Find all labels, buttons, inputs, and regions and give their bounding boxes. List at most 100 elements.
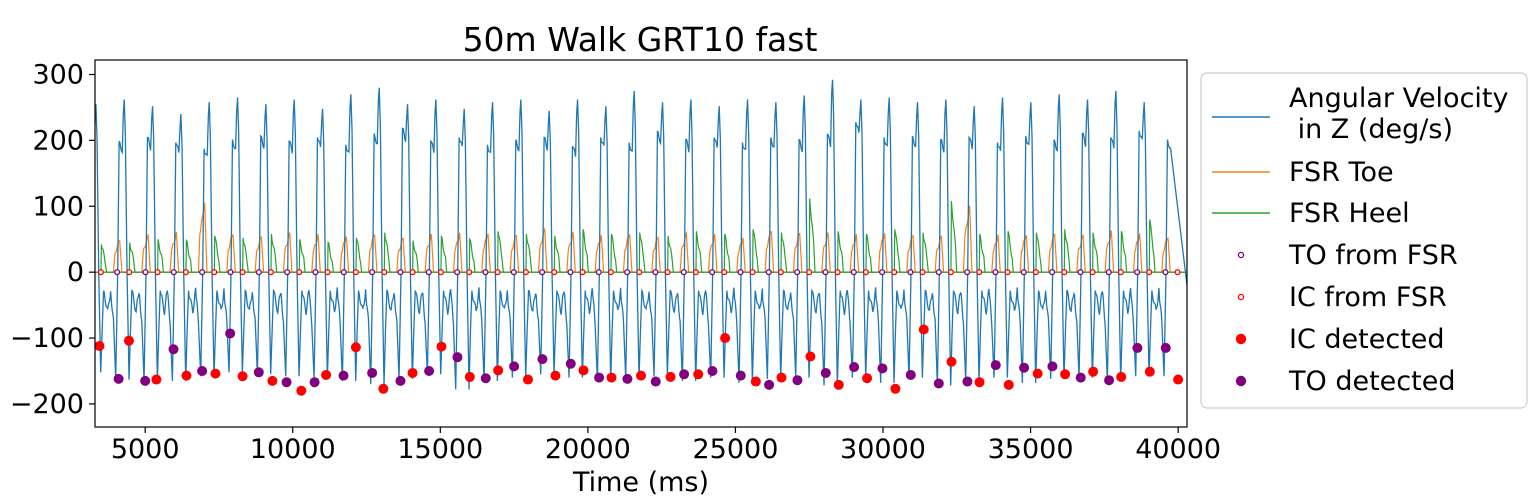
to-detected-point — [367, 367, 378, 378]
to-from-fsr-point — [822, 269, 829, 276]
y-tick-label: 0 — [67, 257, 84, 288]
to-detected-point — [679, 369, 690, 380]
ic-from-fsr-point — [494, 269, 501, 276]
ic-detected-point — [436, 341, 447, 352]
ic-from-fsr-point — [806, 269, 813, 276]
ic-detected-point — [1088, 366, 1099, 377]
x-tick-label: 10000 — [250, 434, 336, 465]
x-tick-label: 20000 — [545, 434, 631, 465]
legend-marker-to-detected — [1235, 375, 1247, 387]
ic-from-fsr-point — [97, 269, 104, 276]
ic-from-fsr-point — [749, 269, 756, 276]
chart-title: 50m Walk GRT10 fast — [463, 20, 818, 59]
to-detected-point — [395, 375, 406, 386]
to-detected-point — [1075, 372, 1086, 383]
ic-from-fsr-point — [947, 269, 954, 276]
ic-from-fsr-point — [579, 269, 586, 276]
ic-from-fsr-point — [1032, 269, 1039, 276]
to-from-fsr-point — [482, 269, 489, 276]
to-detected-point — [197, 365, 208, 376]
y-tick-label: 200 — [32, 125, 84, 156]
ic-detected-point — [296, 385, 307, 396]
ic-from-fsr-point — [466, 269, 473, 276]
y-tick-label: 300 — [32, 59, 84, 90]
to-detected-point — [1019, 362, 1030, 373]
to-from-fsr-point — [1077, 269, 1084, 276]
x-tick-label: 25000 — [692, 434, 778, 465]
to-detected-point — [735, 370, 746, 381]
to-from-fsr-point — [114, 269, 121, 276]
ic-from-fsr-point — [1174, 269, 1181, 276]
to-from-fsr-point — [737, 269, 744, 276]
ic-detected-point — [378, 383, 389, 394]
ic-from-fsr-point — [1004, 269, 1011, 276]
to-detected-point — [820, 367, 831, 378]
ic-detected-point — [974, 377, 985, 388]
ic-from-fsr-point — [1117, 269, 1124, 276]
to-detected-point — [140, 375, 151, 386]
to-detected-point — [565, 358, 576, 369]
to-detected-point — [1160, 342, 1171, 353]
legend-label-to-fsr: TO from FSR — [1288, 240, 1458, 271]
ic-detected-point — [776, 372, 787, 383]
ic-detected-point — [464, 371, 475, 382]
to-detected-point — [480, 373, 491, 384]
legend-label-angular-velocity: Angular Velocity — [1289, 83, 1509, 114]
ic-detected-point — [1003, 379, 1014, 390]
to-detected-point — [1132, 342, 1143, 353]
to-detected-point — [225, 328, 236, 339]
y-tick-label: −100 — [10, 323, 84, 354]
ic-from-fsr-point — [636, 269, 643, 276]
ic-detected-point — [493, 365, 504, 376]
to-from-fsr-point — [227, 269, 234, 276]
ic-detected-point — [350, 342, 361, 353]
ic-from-fsr-point — [267, 269, 274, 276]
ic-from-fsr-point — [211, 269, 218, 276]
ic-from-fsr-point — [182, 269, 189, 276]
ic-from-fsr-point — [919, 269, 926, 276]
to-from-fsr-point — [964, 269, 971, 276]
to-from-fsr-point — [879, 269, 886, 276]
ic-from-fsr-point — [777, 269, 784, 276]
legend-label-angular-velocity: in Z (deg/s) — [1289, 114, 1453, 145]
x-tick-label: 5000 — [111, 434, 180, 465]
ic-detected-point — [805, 351, 816, 362]
legend-label-fsr-toe: FSR Toe — [1289, 157, 1394, 188]
to-detected-point — [113, 373, 124, 384]
to-from-fsr-point — [255, 269, 262, 276]
ic-detected-point — [181, 370, 192, 381]
ic-detected-point — [606, 372, 617, 383]
ic-detected-point — [693, 369, 704, 380]
to-from-fsr-point — [567, 269, 574, 276]
y-tick-label: −200 — [10, 389, 84, 420]
to-from-fsr-point — [454, 269, 461, 276]
ic-detected-point — [720, 333, 731, 344]
to-from-fsr-point — [397, 269, 404, 276]
to-from-fsr-point — [794, 269, 801, 276]
to-from-fsr-point — [142, 269, 149, 276]
to-from-fsr-point — [199, 269, 206, 276]
to-from-fsr-point — [425, 269, 432, 276]
legend-frame — [1200, 72, 1528, 409]
to-from-fsr-point — [709, 269, 716, 276]
legend-marker-ic-detected — [1235, 333, 1247, 345]
ic-detected-point — [95, 340, 105, 351]
x-tick-label: 30000 — [840, 434, 926, 465]
plot-frame — [94, 59, 1188, 428]
ic-detected-point — [550, 370, 561, 381]
to-detected-point — [764, 379, 775, 390]
ic-detected-point — [890, 383, 901, 394]
to-detected-point — [452, 352, 463, 363]
ic-detected-point — [578, 365, 589, 376]
legend-marker-to-fsr — [1237, 251, 1245, 259]
legend: Angular Velocity in Z (deg/s) FSR Toe FSR … — [1200, 72, 1528, 409]
to-detected-point — [962, 376, 973, 387]
ic-from-fsr-point — [721, 269, 728, 276]
to-detected-point — [622, 373, 633, 384]
to-detected-point — [509, 361, 520, 372]
to-detected-point — [849, 362, 860, 373]
to-from-fsr-point — [1049, 269, 1056, 276]
ic-detected-point — [750, 376, 761, 387]
ic-from-fsr-point — [976, 269, 983, 276]
